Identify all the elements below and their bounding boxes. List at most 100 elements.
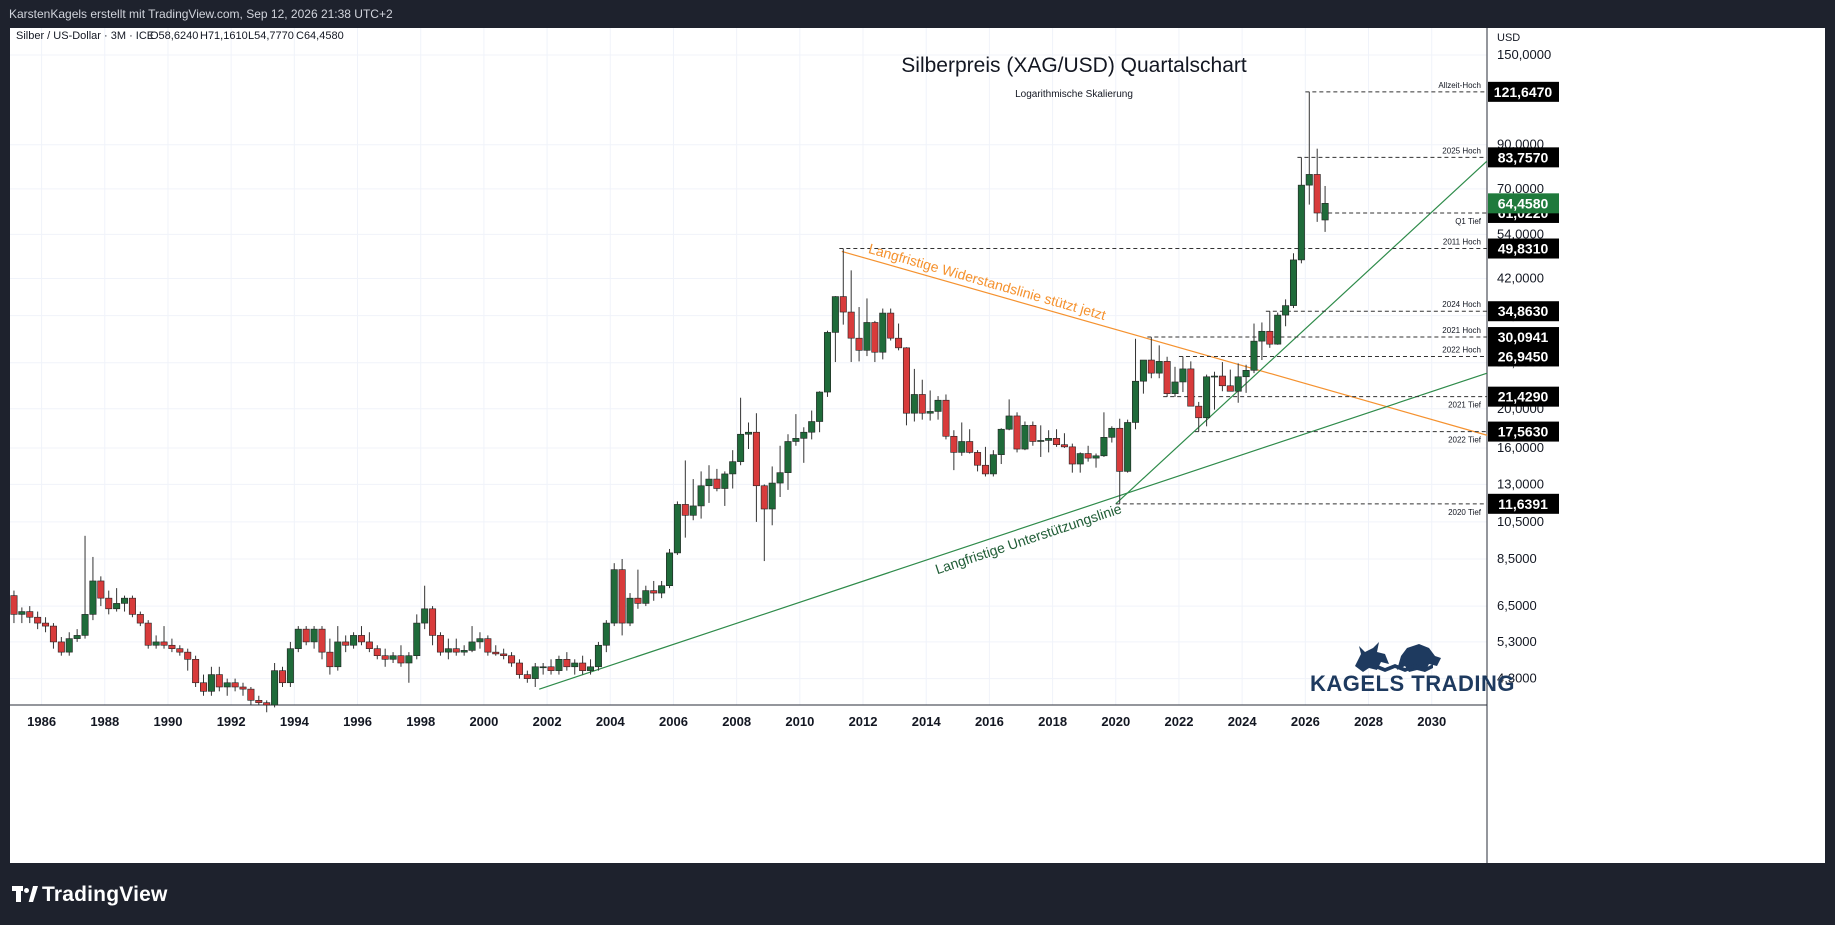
candle (1163, 356, 1171, 397)
candle (57, 637, 65, 656)
level-value-label: 49,8310 (1498, 241, 1549, 257)
candle (863, 298, 871, 357)
candle (500, 648, 508, 660)
level-value-box (1488, 327, 1559, 348)
level-name: Allzeit-Hoch (1438, 81, 1481, 90)
candle (1305, 91, 1313, 205)
candle (523, 670, 531, 683)
chart-title: Silberpreis (XAG/USD) Quartalschart (901, 54, 1247, 77)
level-name: 2011 Hoch (1443, 238, 1481, 247)
candle (176, 645, 184, 656)
x-tick-label: 1988 (90, 714, 119, 729)
x-tick-label: 2022 (1165, 714, 1194, 729)
candle (776, 445, 784, 497)
candle (1021, 421, 1029, 451)
level-labels: Allzeit-Hoch 121,6470 2025 Hoch 83,7570 Q1 T… (1438, 81, 1559, 517)
x-tick-label: 2000 (469, 714, 498, 729)
candle (1179, 356, 1187, 393)
candle (1297, 157, 1305, 264)
candle (879, 308, 887, 360)
candle (942, 394, 950, 440)
grid (10, 28, 1487, 705)
candle (895, 323, 903, 351)
candle (974, 450, 982, 472)
candle (397, 645, 405, 667)
candle (215, 666, 223, 692)
candle (326, 638, 334, 675)
candle (760, 484, 768, 562)
x-tick-label: 1986 (27, 714, 56, 729)
candle (65, 632, 73, 656)
candle (73, 629, 81, 642)
candle (10, 590, 18, 624)
candle (239, 682, 247, 696)
level-value-label: 11,6391 (1498, 496, 1548, 512)
level-value-box (1488, 238, 1559, 259)
candle (476, 632, 484, 649)
candle (729, 450, 737, 489)
x-tick-label: 2026 (1291, 714, 1320, 729)
x-tick-label: 2006 (659, 714, 688, 729)
level-value-label: 26,9450 (1498, 348, 1549, 364)
candle (121, 595, 129, 612)
level-value-label: 34,8630 (1498, 303, 1549, 319)
chart-area[interactable]: USD 1986 1988 1990 1992 1994 1996 1998 2000 2002… (10, 28, 1825, 863)
candle (484, 635, 492, 656)
candle (1282, 299, 1290, 327)
x-tick-label: 2010 (785, 714, 814, 729)
level-value-label: 121,6470 (1494, 84, 1553, 100)
candle (808, 410, 816, 440)
level-value-label: 17,5630 (1498, 424, 1549, 440)
candle (342, 635, 350, 653)
legend-high: H71,1610 (200, 30, 248, 42)
candle (1313, 148, 1321, 222)
candle (26, 606, 34, 624)
level-value-box (1488, 493, 1559, 514)
bottom-bar: TradingView (0, 863, 1835, 925)
y-tick-label: 10,5000 (1497, 514, 1544, 529)
candle (1266, 311, 1274, 348)
axes: USD (10, 28, 1520, 863)
candle (547, 659, 555, 675)
candle (1013, 412, 1021, 453)
y-tick-label: 13,0000 (1497, 476, 1544, 491)
candle (966, 429, 974, 454)
candle (705, 465, 713, 503)
tradingview-logo-icon (12, 886, 38, 902)
candle (1147, 337, 1155, 379)
candle (1060, 433, 1068, 448)
candle (1108, 426, 1116, 443)
y-tick-label: 150,0000 (1497, 47, 1551, 62)
price-chart[interactable]: USD 1986 1988 1990 1992 1994 1996 1998 2000 2002… (10, 28, 1825, 863)
candle (405, 652, 413, 683)
candle (1037, 425, 1045, 457)
candle (231, 678, 239, 692)
candle (184, 648, 192, 671)
candle (1116, 418, 1124, 504)
candle (207, 666, 215, 696)
candle (626, 593, 634, 627)
candle (1029, 421, 1037, 446)
candle (1289, 253, 1297, 309)
candle (1045, 430, 1053, 453)
candle (81, 535, 89, 639)
candle (468, 626, 476, 653)
candle (1005, 399, 1013, 431)
tradingview-logo[interactable]: TradingView (12, 883, 168, 907)
candle (1274, 312, 1282, 345)
candle (144, 620, 152, 649)
legend-low: L54,7770 (248, 30, 294, 42)
candles (10, 91, 1329, 713)
candle (302, 626, 310, 646)
candle (508, 652, 516, 667)
level-name: 2025 Hoch (1442, 146, 1481, 155)
candle (752, 413, 760, 522)
candle (350, 632, 358, 649)
legend-close: C64,4580 (296, 30, 344, 42)
candle (429, 606, 437, 646)
candle (334, 626, 342, 671)
candle (1139, 359, 1147, 394)
candle (950, 430, 958, 471)
candle (823, 330, 831, 397)
candle (1211, 371, 1219, 410)
